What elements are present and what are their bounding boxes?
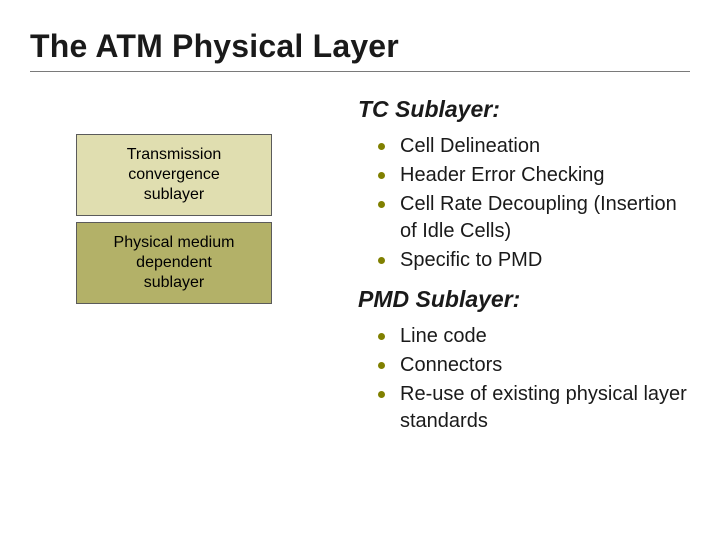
list-item: Cell Delineation	[378, 133, 690, 160]
slide: The ATM Physical Layer Transmission conv…	[0, 0, 720, 540]
list-item: Re-use of existing physical layer standa…	[378, 381, 690, 435]
right-column: TC Sublayer: Cell Delineation Header Err…	[326, 96, 690, 437]
list-item: Specific to PMD	[378, 247, 690, 274]
slide-title: The ATM Physical Layer	[30, 28, 399, 65]
tc-box-line3: sublayer	[144, 186, 204, 203]
list-item: Line code	[378, 323, 690, 350]
title-underline	[30, 71, 690, 72]
pmd-list: Line code Connectors Re-use of existing …	[360, 323, 690, 435]
tc-heading: TC Sublayer:	[358, 96, 690, 123]
pmd-box-line2: dependent	[136, 254, 212, 271]
left-column: Transmission convergence sublayer Physic…	[30, 96, 326, 437]
tc-sublayer-box: Transmission convergence sublayer	[76, 134, 272, 216]
pmd-box-line1: Physical medium	[114, 234, 235, 251]
tc-box-line2: convergence	[128, 166, 220, 183]
list-item: Header Error Checking	[378, 162, 690, 189]
title-wrap: The ATM Physical Layer	[30, 28, 690, 65]
list-item: Connectors	[378, 352, 690, 379]
slide-body: Transmission convergence sublayer Physic…	[30, 96, 690, 437]
tc-box-line1: Transmission	[127, 146, 222, 163]
pmd-heading: PMD Sublayer:	[358, 286, 690, 313]
pmd-sublayer-box: Physical medium dependent sublayer	[76, 222, 272, 304]
list-item: Cell Rate Decoupling (Insertion of Idle …	[378, 191, 690, 245]
sublayer-stack: Transmission convergence sublayer Physic…	[76, 134, 326, 304]
tc-list: Cell Delineation Header Error Checking C…	[360, 133, 690, 274]
pmd-box-line3: sublayer	[144, 274, 204, 291]
